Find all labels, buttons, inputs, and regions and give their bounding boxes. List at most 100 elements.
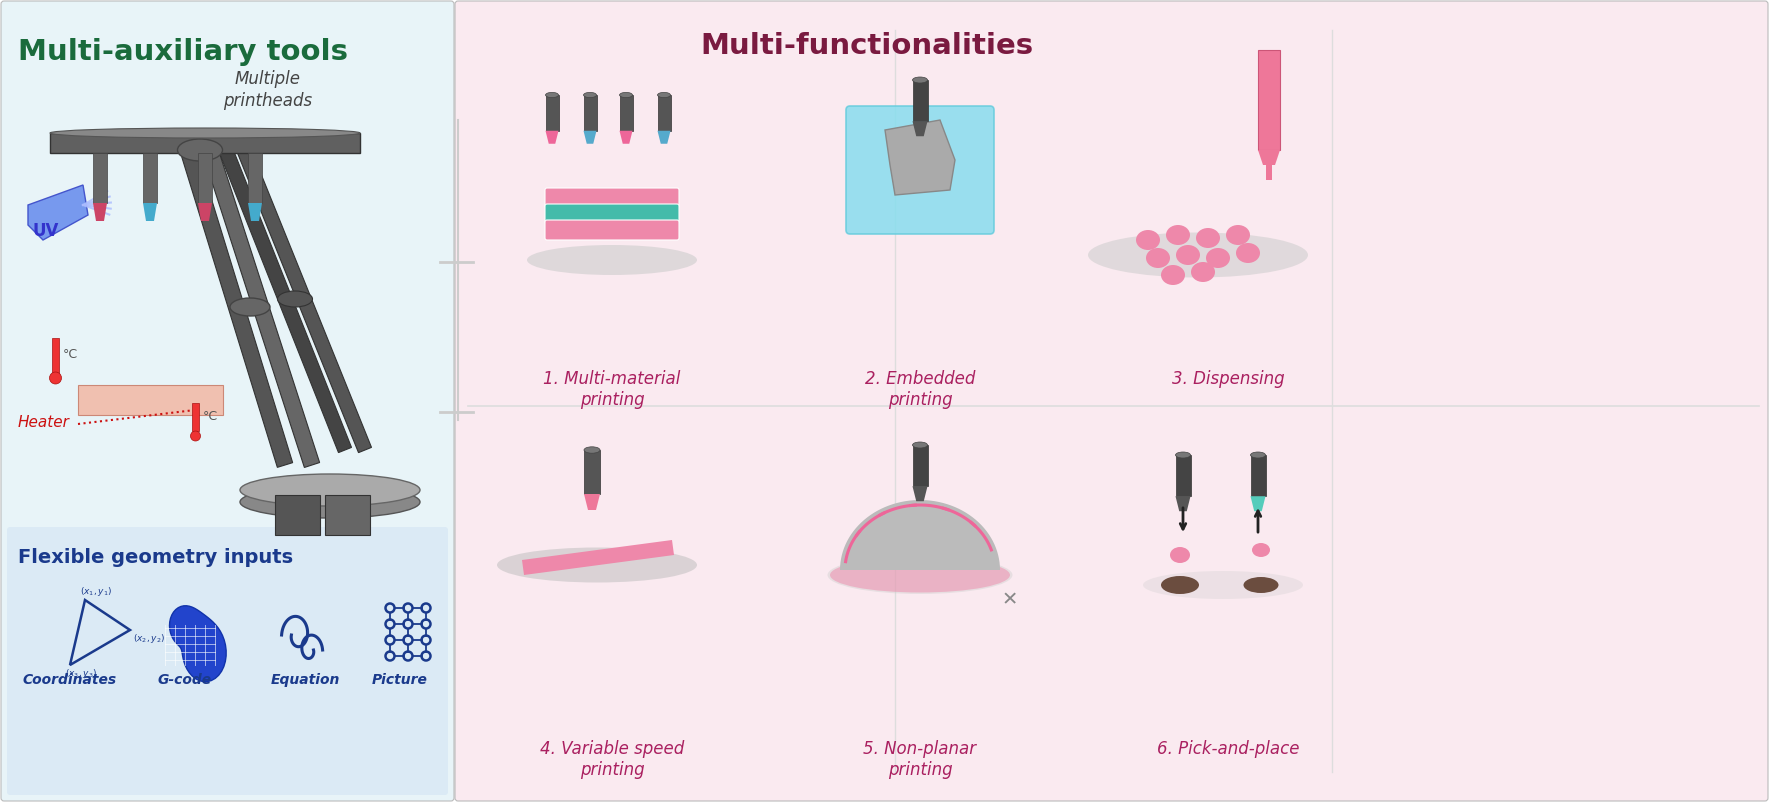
- Ellipse shape: [527, 245, 697, 275]
- Text: 4. Variable speed
printing: 4. Variable speed printing: [540, 740, 685, 779]
- Bar: [545, 95, 559, 131]
- Ellipse shape: [88, 390, 168, 410]
- Polygon shape: [658, 131, 670, 144]
- Text: $(x_1, y_1)$: $(x_1, y_1)$: [80, 585, 111, 598]
- Text: Picture: Picture: [371, 673, 428, 687]
- Ellipse shape: [584, 447, 600, 453]
- Ellipse shape: [241, 486, 419, 518]
- Polygon shape: [170, 606, 226, 682]
- Ellipse shape: [230, 298, 271, 316]
- Ellipse shape: [1160, 265, 1185, 285]
- Ellipse shape: [1143, 571, 1304, 599]
- FancyBboxPatch shape: [545, 204, 679, 224]
- Ellipse shape: [177, 139, 223, 161]
- Ellipse shape: [828, 556, 1012, 594]
- Bar: [1175, 455, 1191, 496]
- Polygon shape: [1258, 150, 1281, 165]
- Bar: [193, 403, 198, 431]
- Polygon shape: [237, 145, 371, 452]
- Ellipse shape: [1226, 225, 1251, 245]
- Polygon shape: [94, 203, 106, 221]
- Bar: [143, 153, 157, 203]
- FancyBboxPatch shape: [2, 1, 455, 801]
- Polygon shape: [913, 486, 927, 501]
- Text: $(x_3, y_3)$: $(x_3, y_3)$: [65, 667, 97, 680]
- Ellipse shape: [913, 442, 927, 448]
- Bar: [198, 153, 212, 203]
- Polygon shape: [219, 145, 352, 452]
- FancyBboxPatch shape: [455, 1, 1767, 801]
- Text: 3. Dispensing: 3. Dispensing: [1171, 370, 1284, 388]
- Text: °C: °C: [203, 411, 218, 423]
- Ellipse shape: [1175, 452, 1191, 458]
- Text: Multiple
printheads: Multiple printheads: [223, 70, 313, 110]
- Ellipse shape: [241, 474, 419, 506]
- Polygon shape: [248, 203, 262, 221]
- Polygon shape: [202, 148, 320, 468]
- Ellipse shape: [1191, 262, 1215, 282]
- Polygon shape: [913, 121, 927, 136]
- Bar: [619, 95, 633, 131]
- Polygon shape: [28, 185, 88, 240]
- Polygon shape: [522, 540, 674, 575]
- Bar: [274, 495, 320, 535]
- Ellipse shape: [545, 92, 559, 98]
- Bar: [50, 133, 361, 153]
- FancyBboxPatch shape: [545, 188, 679, 208]
- Text: Coordinates: Coordinates: [23, 673, 117, 687]
- Polygon shape: [584, 131, 596, 144]
- FancyBboxPatch shape: [545, 220, 679, 240]
- Polygon shape: [884, 120, 955, 195]
- Ellipse shape: [584, 92, 596, 98]
- Text: Multi-auxiliary tools: Multi-auxiliary tools: [18, 38, 348, 66]
- Bar: [248, 153, 262, 203]
- Ellipse shape: [619, 92, 633, 98]
- Text: 6. Pick-and-place: 6. Pick-and-place: [1157, 740, 1298, 758]
- Polygon shape: [143, 203, 157, 221]
- Ellipse shape: [658, 92, 670, 98]
- Polygon shape: [1175, 496, 1191, 511]
- Ellipse shape: [497, 548, 697, 582]
- FancyBboxPatch shape: [7, 527, 448, 795]
- Polygon shape: [1251, 496, 1265, 511]
- Ellipse shape: [1146, 248, 1169, 268]
- Polygon shape: [545, 131, 559, 144]
- Text: 2. Embedded
printing: 2. Embedded printing: [865, 370, 975, 409]
- Text: G-code: G-code: [157, 673, 212, 687]
- Bar: [913, 445, 927, 486]
- Bar: [658, 95, 670, 131]
- Bar: [584, 95, 596, 131]
- FancyBboxPatch shape: [846, 106, 994, 234]
- Circle shape: [50, 372, 62, 384]
- Bar: [78, 385, 223, 415]
- Text: Heater: Heater: [18, 415, 69, 430]
- Bar: [325, 495, 370, 535]
- Ellipse shape: [830, 557, 1010, 593]
- Text: Flexible geometry inputs: Flexible geometry inputs: [18, 548, 294, 567]
- Ellipse shape: [278, 291, 313, 307]
- Text: Multi-functionalities: Multi-functionalities: [701, 32, 1033, 60]
- Text: 5. Non-planar
printing: 5. Non-planar printing: [863, 740, 976, 779]
- Text: UV: UV: [32, 222, 58, 240]
- Polygon shape: [619, 131, 633, 144]
- Text: Equation: Equation: [271, 673, 340, 687]
- Ellipse shape: [1136, 230, 1160, 250]
- Bar: [94, 153, 106, 203]
- Polygon shape: [198, 203, 212, 221]
- Ellipse shape: [1237, 243, 1260, 263]
- Ellipse shape: [50, 128, 361, 138]
- Ellipse shape: [1251, 452, 1265, 458]
- Ellipse shape: [1088, 233, 1307, 277]
- Circle shape: [191, 431, 200, 441]
- Ellipse shape: [1176, 245, 1199, 265]
- Text: $(x_2, y_2)$: $(x_2, y_2)$: [133, 632, 165, 645]
- Text: 1. Multi-material
printing: 1. Multi-material printing: [543, 370, 681, 409]
- Bar: [51, 338, 58, 373]
- Polygon shape: [840, 500, 999, 570]
- Ellipse shape: [1244, 577, 1279, 593]
- Ellipse shape: [1196, 228, 1221, 248]
- Polygon shape: [584, 494, 600, 510]
- Polygon shape: [180, 148, 292, 468]
- Ellipse shape: [1252, 543, 1270, 557]
- Text: ✕: ✕: [1001, 590, 1019, 610]
